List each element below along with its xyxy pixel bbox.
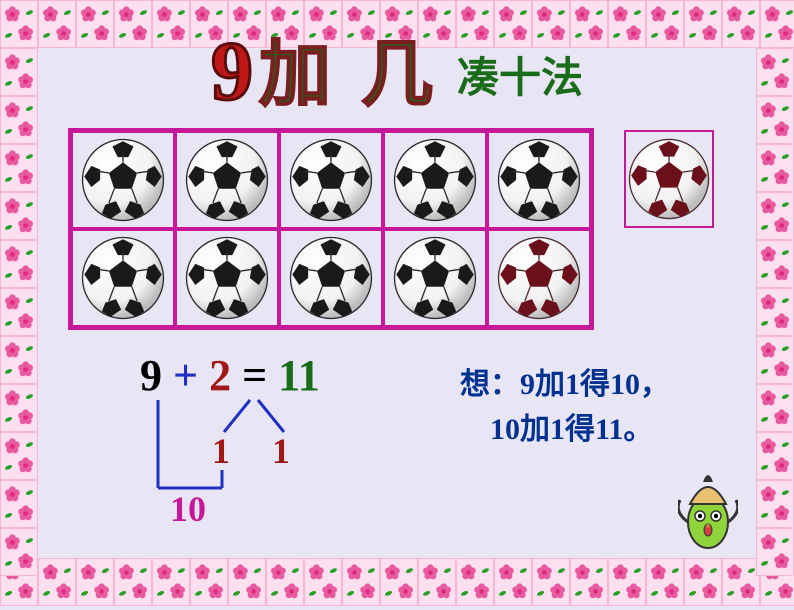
grid-cell xyxy=(175,229,279,327)
pencil-icon xyxy=(678,462,738,552)
grid-cell xyxy=(487,229,591,327)
title-main: 9加 几 xyxy=(211,30,439,114)
grid-cell xyxy=(383,131,487,229)
thinking-text: 想：9加1得10， 10加1得11。 xyxy=(460,362,670,452)
title-row: 9加 几 凑十法 xyxy=(50,30,744,114)
equation-diagram: 9 + 2 = 11 1 1 10 xyxy=(140,350,410,401)
think-label: 想： xyxy=(460,368,520,401)
grid-cell xyxy=(175,131,279,229)
ten-frame-grid xyxy=(68,128,594,330)
grid-cell xyxy=(279,131,383,229)
ten-label: 10 xyxy=(170,488,206,530)
title-subtitle: 凑十法 xyxy=(457,44,583,105)
split-left: 1 xyxy=(212,430,230,472)
think-line1: 9加1得10， xyxy=(520,368,670,401)
split-right: 1 xyxy=(272,430,290,472)
grid-cell xyxy=(71,229,175,327)
grid-cell xyxy=(71,131,175,229)
extra-ball-cell xyxy=(624,130,714,228)
balls-area xyxy=(68,128,744,330)
grid-cell xyxy=(279,229,383,327)
grid-cell xyxy=(487,131,591,229)
think-line2: 10加1得11。 xyxy=(490,413,653,446)
equation-area: 9 + 2 = 11 1 1 10 想：9加1得10， 1 xyxy=(50,350,744,452)
slide-content: 9加 几 凑十法 xyxy=(50,30,744,556)
title-text: 加 几 xyxy=(259,35,439,115)
title-nine: 9 xyxy=(211,25,259,118)
grid-cell xyxy=(383,229,487,327)
